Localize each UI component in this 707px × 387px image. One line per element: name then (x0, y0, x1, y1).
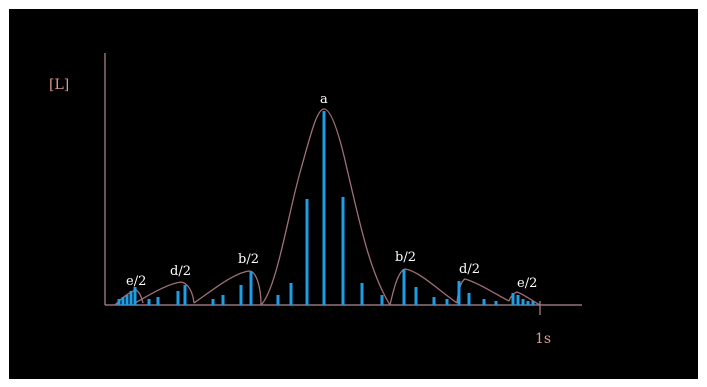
spectral-line-32 (526, 301, 530, 305)
spectral-line-25 (457, 281, 461, 305)
spectral-line-17 (322, 111, 326, 305)
spectral-line-19 (360, 283, 364, 305)
spectral-line-15 (289, 283, 293, 305)
spectral-line-20 (380, 295, 384, 305)
envelope-central-lobe (260, 108, 391, 306)
spectral-line-14 (276, 295, 280, 305)
spectral-line-3 (125, 295, 129, 305)
spectral-line-29 (511, 293, 515, 305)
spectral-line-26 (467, 293, 471, 305)
peak-label-b-left: b/2 (238, 252, 259, 267)
peak-label-b-right: b/2 (395, 250, 416, 265)
envelope-right-lobe-e (508, 291, 541, 306)
peak-label-e-right: e/2 (517, 276, 537, 291)
spectral-line-30 (516, 295, 520, 305)
spectral-line-8 (176, 291, 180, 305)
spectral-line-13 (249, 271, 253, 305)
spectral-line-22 (414, 287, 418, 305)
peak-label-d-left: d/2 (170, 264, 191, 279)
envelope-left-lobe-d (134, 281, 195, 304)
spectral-line-9 (183, 285, 187, 305)
spectral-line-18 (341, 197, 345, 305)
spectral-line-31 (521, 299, 525, 305)
spectral-line-2 (121, 297, 125, 305)
spectral-line-24 (445, 299, 449, 305)
spectral-line-21 (402, 269, 406, 305)
spectral-line-1 (117, 299, 121, 305)
spectral-line-33 (531, 301, 535, 305)
spectral-line-27 (482, 299, 486, 305)
spectral-line-7 (156, 297, 160, 305)
x-axis-label: 1s (535, 331, 551, 347)
spectral-line-4 (129, 291, 133, 305)
peak-label-e-left: e/2 (126, 274, 146, 289)
spectral-line-6 (147, 299, 151, 305)
spectral-lines (117, 111, 535, 305)
peak-label-d-right: d/2 (459, 262, 480, 277)
spectral-line-28 (494, 301, 498, 305)
y-axis-label: [L] (49, 77, 69, 93)
spectral-line-12 (239, 285, 243, 305)
spectral-line-5 (133, 287, 137, 305)
peak-label-a: a (320, 92, 328, 107)
spectral-line-23 (432, 297, 436, 305)
spectral-line-11 (221, 295, 225, 305)
spectrum-diagram: [L] 1s a b/2 b/2 d/2 d/2 e/2 e/2 (49, 53, 582, 347)
spectral-line-16 (305, 199, 309, 305)
spectral-line-10 (211, 299, 215, 305)
envelope-left-lobe-b (193, 270, 262, 306)
diagram-frame: [L] 1s a b/2 b/2 d/2 d/2 e/2 e/2 (9, 9, 698, 379)
